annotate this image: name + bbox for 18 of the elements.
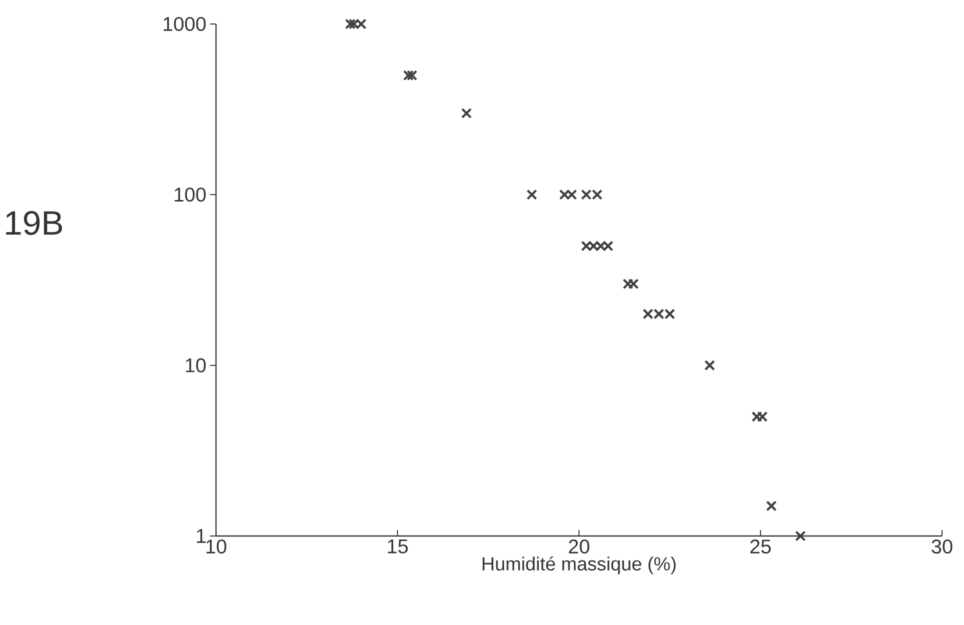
- point: [526, 189, 538, 200]
- point: [704, 360, 716, 371]
- x-tick-label: 20: [568, 540, 590, 554]
- x-axis-title: Humidité massique (%): [482, 556, 676, 574]
- y-tick-label: 100: [174, 188, 206, 202]
- y-tick-label: 1000: [164, 16, 206, 32]
- x-tick-label: 10: [206, 540, 226, 554]
- point: [766, 500, 777, 512]
- y-tick-label: 10: [186, 358, 206, 372]
- point: [403, 70, 414, 81]
- text: 19B: [6, 210, 62, 235]
- point: [461, 108, 472, 119]
- x-tick-label: 15: [388, 540, 408, 554]
- point: [406, 70, 418, 81]
- y-tick-label: 1: [196, 529, 206, 543]
- point: [795, 530, 806, 542]
- x-tick-label: 30: [932, 540, 952, 554]
- x-tick-label: 25: [750, 540, 771, 554]
